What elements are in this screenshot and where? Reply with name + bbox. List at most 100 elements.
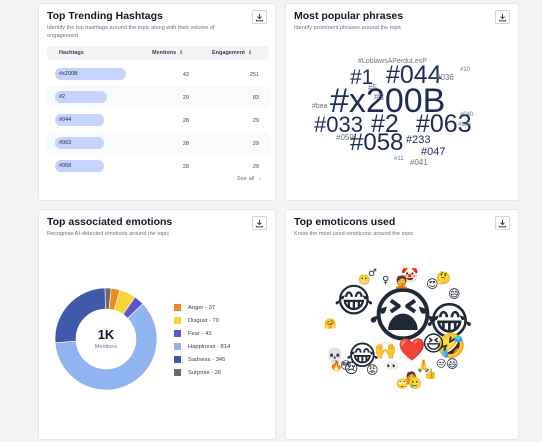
- table-header: Hashtags Mentions ⇕ Engagement ⇕: [47, 46, 269, 60]
- emoji-glyph[interactable]: 😃: [446, 357, 459, 371]
- word-cloud-word[interactable]: #LoblawsAPerduLesP: [358, 58, 427, 65]
- emoji-glyph[interactable]: 🤗: [324, 319, 337, 330]
- word-cloud-word[interactable]: #x200B: [330, 82, 446, 120]
- emoji-glyph[interactable]: 🙄: [396, 379, 409, 390]
- emoji-glyph[interactable]: 👀: [386, 361, 399, 372]
- card-title: Top Trending Hashtags: [47, 10, 163, 22]
- word-cloud-word[interactable]: #3: [374, 92, 385, 102]
- emoji-glyph[interactable]: 😅: [448, 287, 461, 301]
- see-all-link[interactable]: See all ›: [236, 176, 261, 182]
- emoji-cloud: 😭 😂 😂 😂 🤣 ❤️ 😆 🙌 🤡 🤦 💀 😢 🙏 🤷 ♂ ♀ 🤔 😅 😃 👀 😡 😍 😳 🥲 👍 🔥 😒 😬 🤗 🙄: [286, 210, 518, 439]
- emoji-glyph[interactable]: 😒: [436, 359, 447, 370]
- word-cloud-word[interactable]: #11: [394, 156, 404, 162]
- legend-item[interactable]: Disgust - 70: [174, 314, 230, 327]
- emoji-glyph[interactable]: 😳: [340, 359, 352, 372]
- word-cloud-word[interactable]: #036: [436, 73, 454, 82]
- word-cloud-word[interactable]: #bce: [458, 122, 472, 128]
- emoji-glyph[interactable]: 🙌: [374, 340, 397, 361]
- legend-label: Anger - 37: [188, 304, 216, 311]
- word-cloud-word[interactable]: #2: [371, 110, 399, 138]
- word-cloud-word[interactable]: #059: [336, 133, 354, 142]
- legend-item[interactable]: Fear - 43: [174, 327, 230, 340]
- emoji-glyph[interactable]: 😂: [426, 299, 473, 345]
- download-button[interactable]: [495, 10, 510, 24]
- donut-center-value: 1K: [97, 327, 115, 342]
- download-button[interactable]: [252, 10, 267, 24]
- word-cloud-word[interactable]: #058: [350, 129, 404, 156]
- emoji-glyph[interactable]: 🙏: [416, 359, 431, 373]
- emoji-glyph[interactable]: 😭: [368, 281, 439, 351]
- table-row[interactable]: #2 29 83: [47, 86, 269, 109]
- column-header-engagement[interactable]: Engagement ⇕: [212, 50, 253, 56]
- emoji-glyph[interactable]: 👍: [424, 369, 437, 380]
- emoji-glyph[interactable]: ❤️: [398, 338, 426, 363]
- word-cloud-word[interactable]: #233: [406, 134, 431, 146]
- emoji-glyph[interactable]: 😍: [426, 277, 439, 291]
- emoji-glyph[interactable]: 😡: [366, 363, 379, 377]
- legend-label: Surprise - 26: [188, 369, 222, 376]
- table-row[interactable]: #063 28 29: [47, 132, 269, 155]
- donut-slice-sadness[interactable]: [54, 287, 106, 344]
- legend-item[interactable]: Sadness - 345: [174, 353, 230, 366]
- emoji-glyph[interactable]: 🔥: [330, 361, 343, 372]
- word-cloud-word[interactable]: #1: [350, 66, 374, 89]
- emoji-glyph[interactable]: 😂: [334, 281, 374, 321]
- mentions-cell: 29: [182, 95, 189, 101]
- legend-swatch: [174, 343, 181, 350]
- word-cloud-word[interactable]: #040: [460, 112, 474, 118]
- emoji-glyph[interactable]: 😂: [346, 339, 379, 372]
- emoji-glyph[interactable]: ♂: [368, 268, 377, 279]
- table-row[interactable]: #044 28 29: [47, 109, 269, 132]
- legend-label: Sadness - 345: [188, 356, 226, 363]
- emoji-glyph[interactable]: 💀: [326, 348, 344, 364]
- download-button[interactable]: [252, 216, 267, 230]
- mentions-cell: 28: [182, 118, 189, 124]
- hashtag-bar: #063: [55, 137, 104, 149]
- word-cloud-word[interactable]: #063: [416, 110, 472, 138]
- mentions-cell: 43: [182, 72, 189, 78]
- word-cloud-word[interactable]: #044: [386, 61, 442, 89]
- card-subtitle: Identify the top hashtags around the top…: [47, 25, 215, 39]
- card-title: Top emoticons used: [294, 216, 396, 228]
- hashtags-table: Hashtags Mentions ⇕ Engagement ⇕ #x200B 43 2…: [47, 46, 269, 176]
- chevron-right-icon: ›: [259, 176, 261, 182]
- emoji-glyph[interactable]: ♀: [382, 275, 390, 286]
- word-cloud: #LoblawsAPerduLesP #1 #044 #10 #036 #5 #x200B #…: [286, 4, 518, 200]
- word-cloud-word[interactable]: #047: [421, 146, 446, 158]
- legend-item[interactable]: Happiness - 814: [174, 340, 230, 353]
- engagement-cell: 83: [252, 95, 259, 101]
- legend-item[interactable]: Surprise - 26: [174, 366, 230, 379]
- legend-item[interactable]: Anger - 37: [174, 301, 230, 314]
- emoji-glyph[interactable]: 🤔: [436, 271, 451, 285]
- emoji-glyph[interactable]: 🤷: [404, 371, 419, 385]
- legend-label: Fear - 43: [188, 330, 212, 337]
- donut-center-label: Mentions: [94, 344, 118, 350]
- emoji-glyph[interactable]: 😆: [422, 332, 445, 357]
- legend-swatch: [174, 330, 181, 337]
- table-row[interactable]: #x200B 43 251: [47, 63, 269, 86]
- download-button[interactable]: [495, 216, 510, 230]
- word-cloud-word[interactable]: #041: [410, 158, 428, 167]
- top-trending-hashtags-card: Top Trending Hashtags Identify the top h…: [38, 3, 276, 201]
- word-cloud-word[interactable]: #10: [460, 67, 471, 73]
- most-popular-phrases-card: Most popular phrases Identify prominent …: [285, 3, 519, 201]
- download-icon: [255, 219, 264, 227]
- sort-icon: ⇕: [248, 50, 253, 56]
- emoji-glyph[interactable]: 🥲: [408, 377, 422, 390]
- word-cloud-word[interactable]: #bea: [312, 103, 328, 110]
- word-cloud-word[interactable]: #033: [314, 112, 363, 137]
- column-header-mentions[interactable]: Mentions ⇕: [152, 50, 184, 56]
- emoji-glyph[interactable]: 🤦: [394, 275, 409, 289]
- donut-slice-happiness[interactable]: [54, 303, 158, 391]
- emoji-glyph[interactable]: 🤣: [436, 332, 466, 360]
- emoji-glyph[interactable]: 🤡: [401, 268, 419, 284]
- legend-swatch: [174, 369, 181, 376]
- emoji-glyph[interactable]: 😬: [358, 275, 371, 286]
- word-cloud-word[interactable]: #5: [368, 83, 377, 92]
- emoji-glyph[interactable]: 😢: [344, 361, 359, 377]
- legend-swatch: [174, 317, 181, 324]
- top-emoticons-card: Top emoticons used Know the most used em…: [285, 209, 519, 440]
- table-row[interactable]: #058 28 29: [47, 155, 269, 178]
- card-subtitle: Know the most used emoticons around the …: [294, 231, 414, 237]
- column-header-hashtags[interactable]: Hashtags: [59, 50, 84, 56]
